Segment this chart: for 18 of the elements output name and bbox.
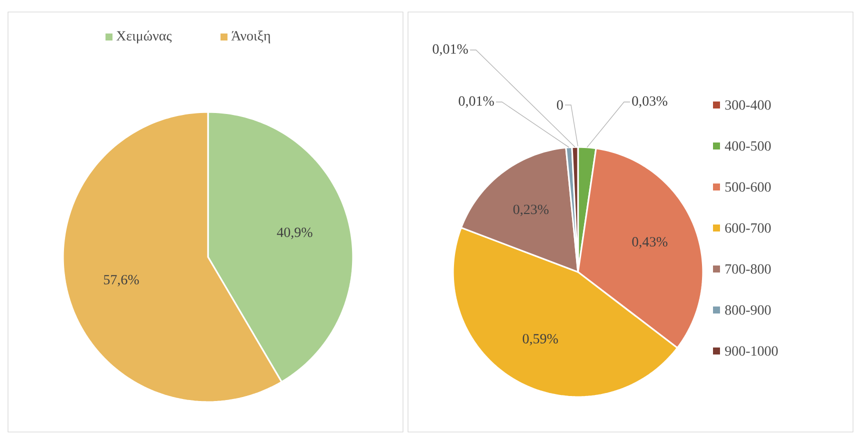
data-label: 0,43% [632, 237, 668, 249]
legend-label: 900-1000 [725, 346, 778, 356]
legend-label: 700-800 [726, 264, 771, 274]
data-label: 40,9% [276, 228, 312, 240]
data-label: 0,01% [432, 44, 468, 56]
text: 0 [556, 100, 563, 110]
data-label: 0,59% [522, 334, 558, 346]
data-label: 0,01% [458, 96, 494, 108]
legend-label: 400-500 [724, 141, 771, 151]
legend-label: 600-700 [725, 223, 771, 233]
legend-label: 300-400 [725, 100, 771, 110]
data-label: 57,6% [104, 274, 139, 286]
legend-label: 800-900 [725, 305, 771, 315]
data-label: 0,03% [632, 96, 668, 108]
legend-label: Χειμώνας [116, 30, 172, 44]
legend-label: 500-600 [725, 182, 771, 192]
legend-label: Άνοιξη [231, 30, 270, 44]
data-label: 0,23% [513, 204, 549, 216]
